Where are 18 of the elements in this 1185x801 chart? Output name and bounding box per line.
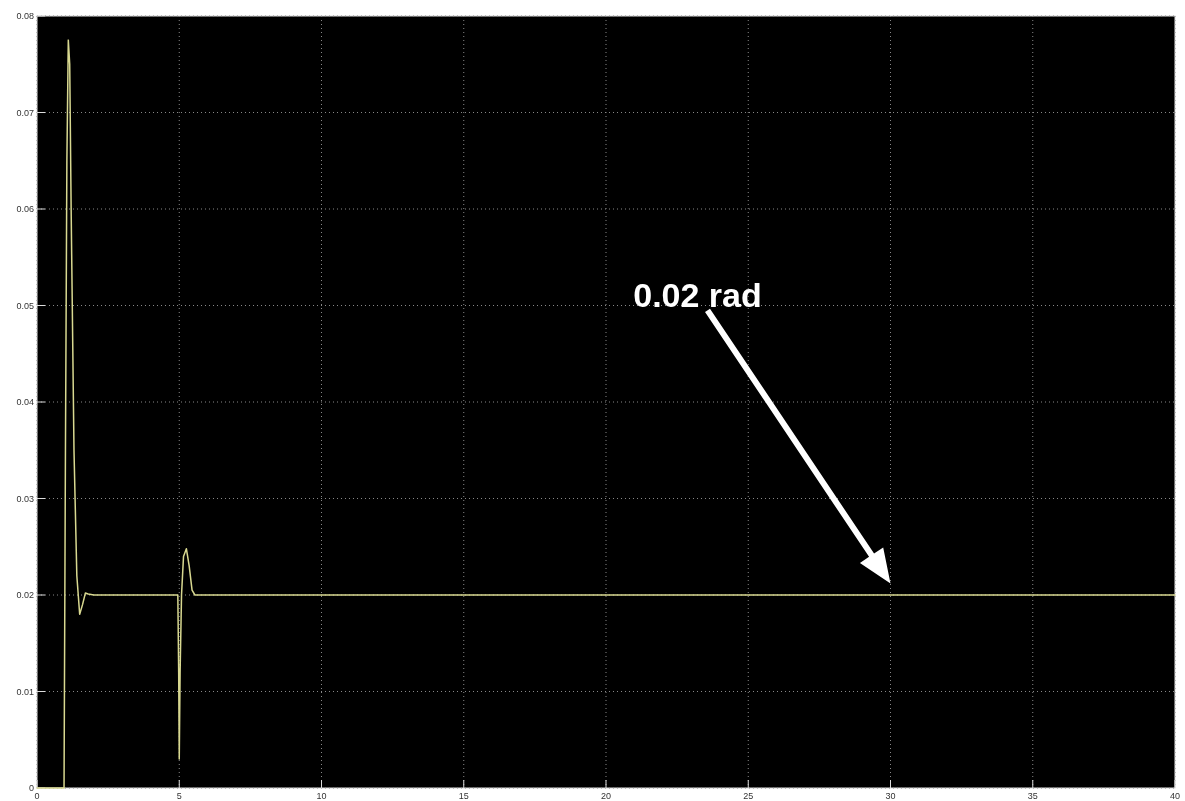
annotation: 0.02 rad xyxy=(633,276,762,315)
y-tick-label: 0.07 xyxy=(16,107,34,118)
y-tick-label: 0.01 xyxy=(16,686,34,697)
x-tick-label: 5 xyxy=(176,791,182,801)
x-tick-label: 20 xyxy=(600,791,612,801)
x-tick-label: 35 xyxy=(1027,791,1038,801)
x-tick-label: 40 xyxy=(1169,791,1181,801)
x-tick-label: 10 xyxy=(316,791,327,801)
y-tick-label: 0 xyxy=(28,783,34,793)
y-tick-label: 0.02 xyxy=(16,590,34,600)
y-tick-label: 0.08 xyxy=(16,11,34,21)
y-tick-label: 0.06 xyxy=(16,204,34,214)
x-tick-label: 30 xyxy=(885,791,896,801)
y-tick-label: 0.05 xyxy=(16,300,34,311)
x-tick-label: 15 xyxy=(458,791,469,801)
y-tick-label: 0.04 xyxy=(16,397,34,407)
x-tick-label: 25 xyxy=(743,791,754,801)
y-tick-label: 0.03 xyxy=(16,493,34,504)
